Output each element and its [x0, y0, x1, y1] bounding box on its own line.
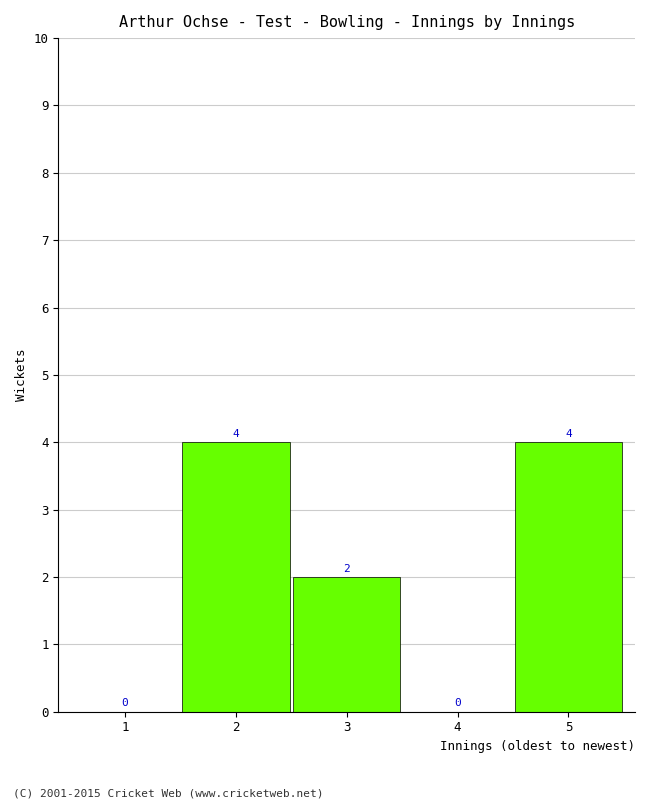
Text: 0: 0 — [454, 698, 461, 708]
Text: 4: 4 — [232, 429, 239, 439]
Y-axis label: Wickets: Wickets — [15, 349, 28, 401]
Bar — [293, 577, 400, 712]
Text: 4: 4 — [565, 429, 572, 439]
Text: (C) 2001-2015 Cricket Web (www.cricketweb.net): (C) 2001-2015 Cricket Web (www.cricketwe… — [13, 788, 324, 798]
Title: Arthur Ochse - Test - Bowling - Innings by Innings: Arthur Ochse - Test - Bowling - Innings … — [118, 15, 575, 30]
Text: 2: 2 — [343, 564, 350, 574]
Text: 0: 0 — [122, 698, 128, 708]
X-axis label: Innings (oldest to newest): Innings (oldest to newest) — [440, 740, 635, 753]
Bar — [515, 442, 622, 712]
Bar — [182, 442, 289, 712]
